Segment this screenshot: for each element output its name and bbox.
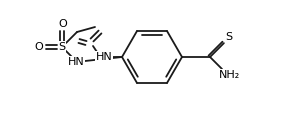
Text: O: O (35, 42, 43, 52)
Text: S: S (225, 32, 233, 42)
Text: HN: HN (67, 57, 84, 67)
Text: NH₂: NH₂ (219, 70, 241, 80)
Text: O: O (59, 19, 67, 29)
Text: S: S (58, 42, 65, 52)
Text: HN: HN (96, 52, 112, 62)
